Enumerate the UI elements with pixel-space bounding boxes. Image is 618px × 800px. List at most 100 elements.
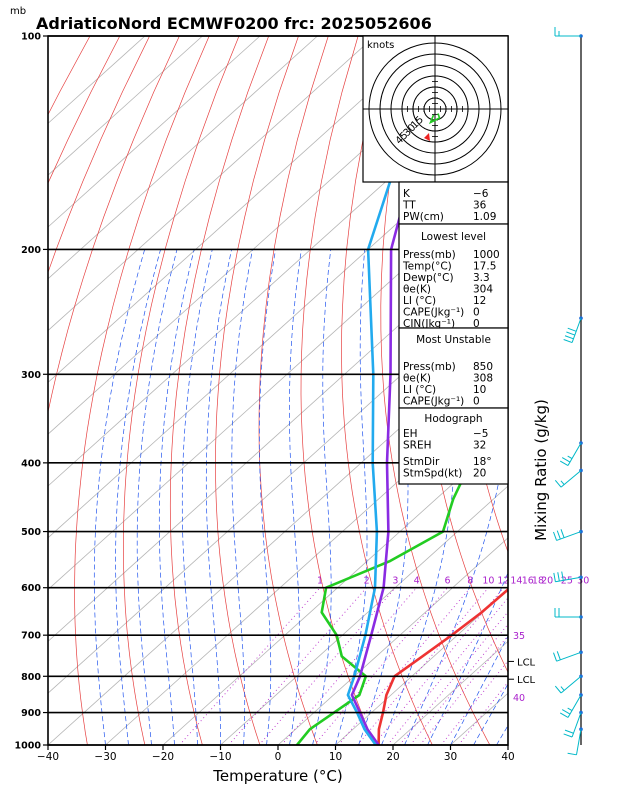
mixing-ratio-label: 12 bbox=[497, 576, 509, 587]
mixing-ratio-label: 10 bbox=[482, 576, 494, 587]
mixing-ratio-label: 2 bbox=[364, 576, 370, 587]
theta-label: 40 bbox=[513, 693, 525, 704]
index-label: TT bbox=[402, 200, 416, 212]
isotherm-line bbox=[48, 36, 203, 176]
series-line-temperature bbox=[377, 587, 508, 745]
mixing-ratio-label: 18 bbox=[532, 576, 544, 587]
x-tick-label: 30 bbox=[444, 751, 457, 763]
mixing-ratio-label: 16 bbox=[522, 576, 534, 587]
wind-barb bbox=[553, 529, 583, 541]
dry-adiabat bbox=[380, 36, 491, 745]
theta-labels: 35 40 bbox=[513, 631, 525, 704]
dry-adiabat bbox=[300, 36, 376, 745]
mixing-ratio-line bbox=[258, 587, 396, 745]
index-value: 0 bbox=[473, 307, 480, 319]
mixing-ratio-label: 3 bbox=[392, 576, 398, 587]
dry-adiabat bbox=[258, 36, 329, 745]
moist-adiabat bbox=[231, 249, 253, 745]
index-value: 32 bbox=[473, 440, 486, 452]
moist-adiabat bbox=[93, 249, 146, 745]
isotherm-line bbox=[48, 174, 508, 591]
mixing-ratio-label: 14 bbox=[510, 576, 522, 587]
index-label: Temp(°C) bbox=[402, 261, 452, 273]
wind-barb bbox=[554, 27, 583, 38]
isotherm-line bbox=[48, 36, 491, 435]
dry-adiabat bbox=[593, 36, 618, 745]
dry-adiabat bbox=[526, 36, 618, 745]
index-label: θe(K) bbox=[403, 373, 431, 385]
moist-adiabat bbox=[158, 249, 195, 745]
x-tick-label: −10 bbox=[209, 751, 231, 763]
x-tick-label: 20 bbox=[386, 751, 399, 763]
index-label: Press(mb) bbox=[403, 361, 456, 373]
index-value: −5 bbox=[473, 428, 488, 440]
isotherm-line bbox=[48, 36, 433, 383]
index-value: 1.09 bbox=[473, 211, 496, 223]
moist-adiabat bbox=[259, 249, 276, 745]
mixing-ratio-axis-label: Mixing Ratio (g/kg) bbox=[532, 399, 550, 541]
index-value: 18° bbox=[473, 456, 492, 468]
index-label: K bbox=[403, 188, 411, 200]
x-axis-ticks: −40 −30 −20 −10 0 10 20 30 40 bbox=[37, 745, 515, 763]
index-label: Dewp(°C) bbox=[403, 272, 454, 284]
lcl-label: LCL bbox=[517, 657, 536, 668]
x-tick-label: −40 bbox=[37, 751, 59, 763]
pressure-tick-label: 900 bbox=[21, 708, 41, 719]
indices-table: K −6 TT 36 PW(cm) 1.09 Lowest level Press(mb) 10… bbox=[398, 181, 509, 485]
series-line-parcel-virtual bbox=[346, 139, 405, 745]
dry-adiabat bbox=[215, 36, 299, 745]
index-value: 17.5 bbox=[473, 261, 496, 273]
pressure-tick-label: 100 bbox=[21, 32, 41, 43]
index-value: 10 bbox=[473, 384, 486, 396]
hodograph-ring bbox=[390, 64, 480, 154]
pressure-tick-label: 1000 bbox=[15, 741, 42, 752]
index-label: CAPE(Jkg⁻¹) bbox=[403, 307, 464, 319]
mixing-ratio-label: 4 bbox=[414, 576, 420, 587]
index-section-title: Hodograph bbox=[424, 413, 482, 425]
index-label: PW(cm) bbox=[403, 211, 444, 223]
isotherm-line bbox=[48, 278, 508, 694]
mixing-ratio-line bbox=[440, 660, 508, 745]
pressure-tick-label: 700 bbox=[21, 631, 41, 642]
index-label: StmDir bbox=[403, 456, 440, 468]
lcl-label: LCL bbox=[517, 675, 536, 686]
index-value: 3.3 bbox=[473, 272, 490, 284]
wind-barb bbox=[563, 710, 583, 738]
isotherm-line bbox=[48, 36, 376, 332]
wind-barb bbox=[559, 441, 583, 466]
index-value: 20 bbox=[473, 468, 486, 480]
index-label: StmSpd(kt) bbox=[403, 468, 462, 480]
x-tick-label: 10 bbox=[329, 751, 342, 763]
dry-adiabat bbox=[169, 36, 270, 745]
index-value: −6 bbox=[473, 188, 489, 200]
moist-adiabat bbox=[450, 635, 508, 745]
moist-adiabat bbox=[427, 571, 508, 745]
lcl-markers: LCL LCL bbox=[508, 657, 536, 686]
moist-adiabat bbox=[205, 249, 232, 745]
x-tick-label: −30 bbox=[94, 751, 116, 763]
mixing-ratio-label: 20 bbox=[541, 576, 553, 587]
x-tick-label: 0 bbox=[275, 751, 282, 763]
dry-adiabat bbox=[48, 36, 91, 116]
mixing-ratio-label: 30 bbox=[577, 576, 589, 587]
x-axis-label: Temperature (°C) bbox=[212, 767, 342, 785]
moist-adiabat bbox=[312, 249, 332, 745]
index-value: 12 bbox=[473, 295, 486, 307]
background-grid bbox=[48, 36, 618, 745]
moist-adiabat bbox=[181, 249, 213, 745]
isotherm-line bbox=[48, 226, 508, 642]
hodograph-ring bbox=[368, 42, 502, 176]
wind-barbs bbox=[553, 27, 583, 756]
index-value: 308 bbox=[473, 373, 493, 385]
index-label: LI (°C) bbox=[403, 384, 436, 396]
isotherm-line bbox=[105, 381, 508, 745]
wind-barb bbox=[559, 693, 583, 718]
wind-barb bbox=[567, 727, 583, 756]
moist-adiabat bbox=[115, 249, 161, 745]
pressure-tick-label: 500 bbox=[21, 527, 41, 538]
moist-adiabat bbox=[473, 683, 508, 745]
index-label: EH bbox=[403, 428, 418, 440]
mixing-ratio-label: 8 bbox=[467, 576, 473, 587]
mixing-ratio-label: 1 bbox=[317, 576, 323, 587]
